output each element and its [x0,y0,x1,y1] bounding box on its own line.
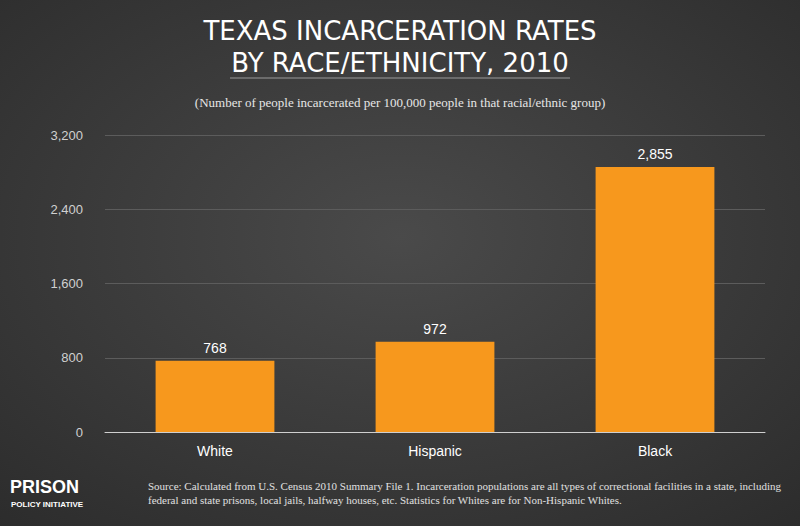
svg-text:Black: Black [638,443,673,459]
svg-text:White: White [197,443,233,459]
svg-text:TEXAS INCARCERATION RATES: TEXAS INCARCERATION RATES [202,16,596,46]
svg-text:3,200: 3,200 [50,128,83,143]
svg-text:1,600: 1,600 [50,276,83,291]
svg-text:972: 972 [423,321,447,337]
svg-text:2,400: 2,400 [50,202,83,217]
svg-text:Source: Calculated from U.S. C: Source: Calculated from U.S. Census 2010… [148,480,784,492]
svg-text:768: 768 [203,340,227,356]
svg-text:2,855: 2,855 [637,146,672,162]
svg-text:BY RACE/ETHNICITY, 2010: BY RACE/ETHNICITY, 2010 [231,48,569,78]
svg-text:federal and state prisons, loc: federal and state prisons, local jails, … [148,494,622,506]
svg-text:800: 800 [61,350,83,365]
svg-text:Hispanic: Hispanic [408,443,462,459]
svg-text:(Number of people incarcerated: (Number of people incarcerated per 100,0… [195,95,605,110]
svg-text:PRISON: PRISON [10,477,79,497]
svg-text:POLICY INITIATIVE: POLICY INITIATIVE [11,500,84,509]
svg-text:0: 0 [76,425,83,440]
